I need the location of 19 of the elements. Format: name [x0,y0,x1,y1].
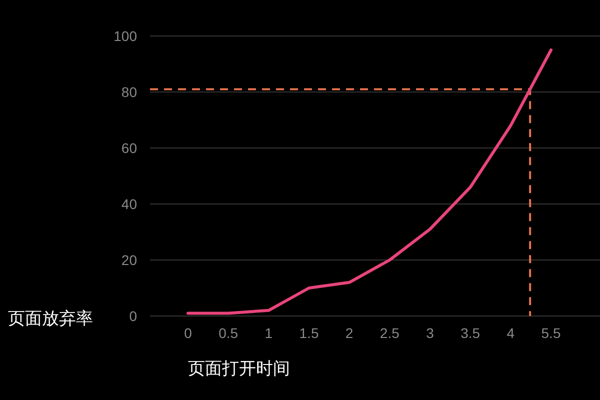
x-tick-label: 1 [264,325,273,341]
x-tick-label: 0 [184,325,192,341]
y-tick-label: 80 [121,84,138,100]
y-tick-label: 100 [114,28,138,44]
y-axis-title: 页面放弃率 [8,309,93,328]
y-tick-label: 0 [129,308,138,324]
x-axis-title: 页面打开时间 [188,359,290,378]
x-tick-label: 4 [506,325,515,341]
x-tick-label: 3 [426,325,434,341]
x-tick-label: 2.5 [380,325,400,341]
x-tick-label: 2 [345,325,354,341]
y-tick-label: 40 [121,196,138,212]
x-tick-label: 5.5 [541,325,561,341]
y-tick-label: 20 [121,252,138,268]
y-tick-label: 60 [121,140,138,156]
x-tick-label: 1.5 [299,325,319,341]
line-series [186,48,552,315]
x-tick-label: 0.5 [218,325,238,341]
x-tick-label: 3.5 [460,325,480,341]
